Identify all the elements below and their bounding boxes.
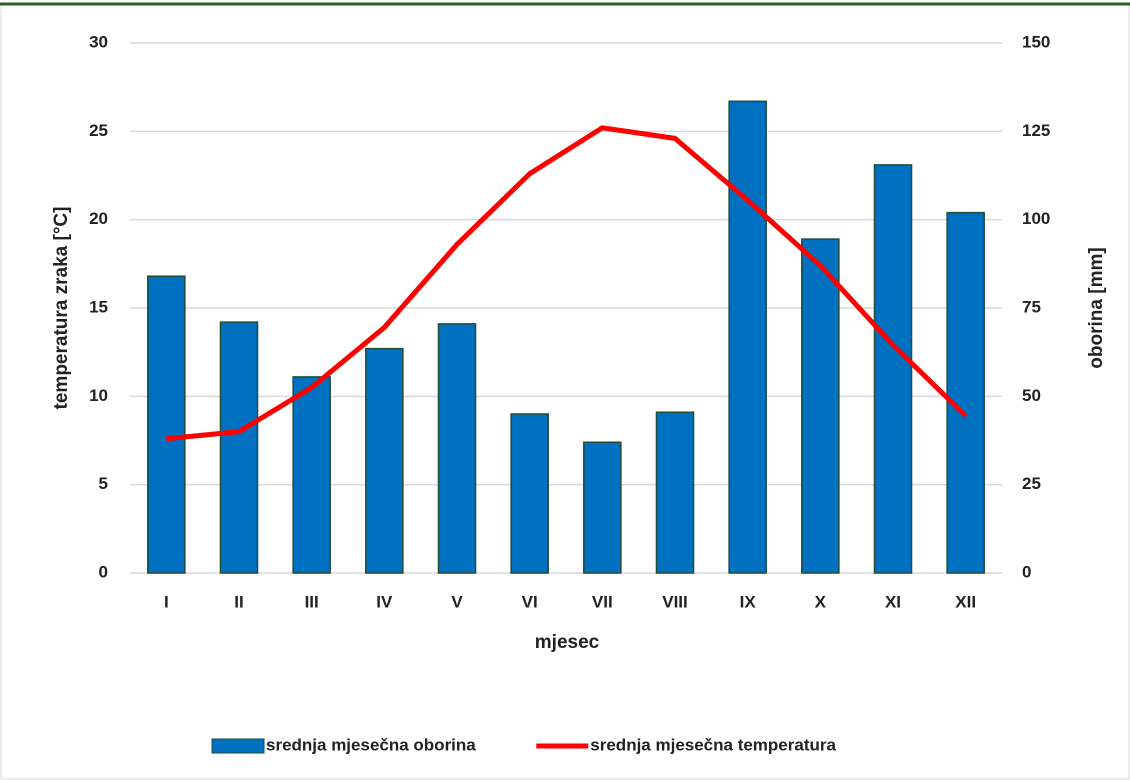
legend-label: srednja mjesečna oborina	[266, 735, 476, 754]
y-tick-label: 15	[89, 297, 108, 316]
bar	[510, 413, 549, 574]
legend-label: srednja mjesečna temperatura	[590, 735, 836, 754]
bar	[728, 100, 767, 574]
bar	[365, 347, 404, 574]
y2-tick-label: 125	[1022, 121, 1050, 140]
legend-swatch	[211, 738, 265, 754]
bar	[801, 238, 840, 574]
y-tick-label: 5	[99, 474, 108, 493]
y2-tick-label: 50	[1022, 386, 1041, 405]
y-tick-label: 30	[89, 32, 108, 51]
x-axis-label: mjesec	[535, 632, 600, 653]
y-axis-label: temperatura zraka [°C]	[51, 207, 72, 410]
y2-tick-label: 100	[1022, 209, 1050, 228]
y2-tick-label: 75	[1022, 297, 1041, 316]
bar	[873, 164, 913, 574]
x-tick-label: III	[305, 592, 319, 611]
x-tick-label: X	[815, 592, 827, 611]
x-tick-label: V	[451, 592, 463, 611]
bar	[437, 323, 477, 574]
y2-axis-label: oborina [mm]	[1086, 247, 1107, 368]
x-tick-label: I	[164, 592, 169, 611]
y-tick-label: 20	[89, 209, 108, 228]
x-tick-label: VIII	[662, 592, 688, 611]
bar	[946, 211, 985, 574]
line	[166, 125, 968, 442]
x-tick-label: VI	[522, 592, 538, 611]
x-tick-label: IV	[376, 592, 393, 611]
y-tick-label: 0	[99, 562, 108, 581]
x-tick-label: XI	[885, 592, 901, 611]
y-tick-label: 25	[89, 121, 108, 140]
x-tick-label: II	[234, 592, 243, 611]
y2-tick-label: 0	[1022, 562, 1031, 581]
bar	[292, 376, 331, 574]
y2-tick-label: 150	[1022, 32, 1050, 51]
x-tick-label: VII	[592, 592, 613, 611]
bar	[583, 441, 622, 574]
y-tick-label: 10	[89, 386, 108, 405]
x-tick-label: XII	[955, 592, 976, 611]
bar	[219, 321, 259, 574]
y2-tick-label: 25	[1022, 474, 1041, 493]
x-tick-label: IX	[740, 592, 757, 611]
bar	[655, 411, 695, 574]
bar	[147, 275, 186, 574]
